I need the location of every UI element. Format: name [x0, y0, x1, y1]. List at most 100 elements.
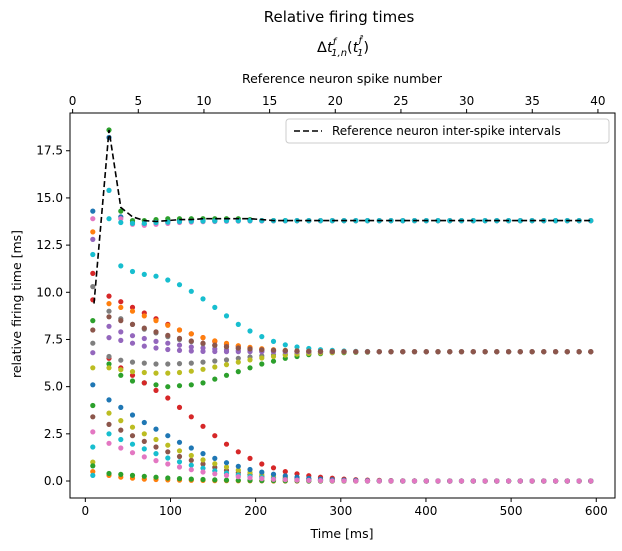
x-tick-label: 200 [244, 504, 267, 518]
scatter-point [564, 478, 570, 484]
scatter-point [176, 404, 183, 410]
top-x-tick-label: 15 [262, 94, 277, 108]
scatter-point [200, 340, 206, 346]
scatter-point [129, 441, 136, 447]
subtitle-t-hat: t [353, 40, 360, 56]
scatter-point [118, 263, 124, 269]
scatter-point [141, 343, 147, 349]
scatter-point [329, 348, 335, 355]
scatter-point [165, 433, 171, 439]
scatter-point [141, 454, 147, 460]
scatter-point [165, 475, 171, 481]
plot-frame [69, 112, 616, 499]
scatter-point [129, 424, 136, 430]
scatter-point [106, 397, 112, 403]
subtitle-delta: Δ [317, 40, 327, 56]
subtitle-superscript-f: f [333, 37, 338, 48]
scatter-point [129, 333, 136, 339]
scatter-point [106, 293, 112, 299]
scatter-point [376, 478, 382, 484]
scatter-point [141, 335, 147, 342]
scatter-point [106, 323, 112, 329]
subtitle-superscript-f-hat: f̂ [358, 34, 363, 47]
scatter-point [90, 318, 96, 324]
scatter-point [259, 347, 265, 353]
scatter-point [106, 308, 112, 314]
top-x-tick-label: 25 [393, 94, 408, 108]
y-tick-label: 10.0 [36, 285, 63, 299]
subtitle-close-paren: ) [363, 40, 369, 56]
scatter-point [282, 348, 288, 354]
scatter-point [282, 342, 288, 348]
scatter-point [176, 282, 183, 288]
scatter-point [541, 349, 547, 355]
scatter-point [141, 271, 147, 277]
scatter-point [294, 348, 300, 354]
scatter-point [223, 472, 230, 478]
y-tick-label: 17.5 [36, 144, 63, 158]
scatter-point [423, 478, 429, 484]
chart-subtitle: Δtf 1,n(tf̂ 1) [317, 34, 369, 59]
y-tick-label: 0.0 [44, 474, 63, 488]
y-tick-label: 7.5 [44, 332, 63, 346]
scatter-point [188, 360, 194, 366]
scatter-point [376, 349, 382, 355]
top-x-tick-label: 5 [134, 94, 142, 108]
scatter-point [90, 469, 96, 475]
scatter-point [411, 478, 418, 484]
scatter-point [200, 461, 206, 467]
scatter-point [153, 458, 159, 464]
top-x-tick-label: 10 [196, 94, 211, 108]
scatter-point [282, 473, 288, 479]
scatter-point [90, 208, 96, 214]
scatter-point [129, 433, 136, 439]
scatter-point [212, 338, 218, 344]
scatter-point [106, 440, 112, 446]
scatter-point [470, 218, 476, 224]
x-tick-label: 400 [415, 504, 438, 518]
scatter-point [270, 471, 277, 477]
scatter-point [141, 369, 147, 376]
scatter-point [90, 429, 96, 435]
scatter-point [141, 220, 147, 226]
scatter-point [106, 410, 112, 416]
scatter-point [129, 268, 136, 275]
scatter-point [200, 296, 206, 302]
scatter-point [282, 477, 288, 483]
scatter-point [435, 478, 441, 484]
x-tick-label: 0 [82, 504, 90, 518]
scatter-point [223, 313, 230, 319]
scatter-point [153, 370, 159, 376]
scatter-point [129, 369, 136, 375]
scatter-point [364, 218, 371, 224]
subtitle-subscript-1: 1 [357, 48, 363, 59]
scatter-point [400, 349, 406, 355]
scatter-point [517, 478, 523, 484]
scatter-point [118, 216, 124, 222]
scatter-point [270, 358, 277, 364]
scatter-point [165, 395, 171, 401]
scatter-point [482, 218, 488, 224]
scatter-point [341, 478, 347, 484]
scatter-point [494, 478, 500, 484]
scatter-point [482, 478, 488, 484]
reference-line-layer [93, 129, 591, 304]
scatter-point [400, 478, 406, 484]
scatter-point [353, 349, 359, 355]
scatter-point [212, 358, 218, 364]
scatter-point [223, 349, 230, 355]
scatter-series [90, 314, 594, 355]
scatter-point [517, 349, 523, 355]
scatter-point [176, 361, 183, 367]
scatter-point [200, 380, 206, 386]
scatter-point [165, 332, 171, 338]
scatter-point [235, 467, 241, 473]
scatter-point [165, 384, 171, 390]
scatter-point [141, 325, 147, 331]
scatter-point [118, 219, 124, 226]
scatter-point [259, 355, 265, 361]
scatter-point [235, 349, 241, 355]
scatter-point [506, 349, 512, 355]
scatter-point [553, 218, 559, 224]
